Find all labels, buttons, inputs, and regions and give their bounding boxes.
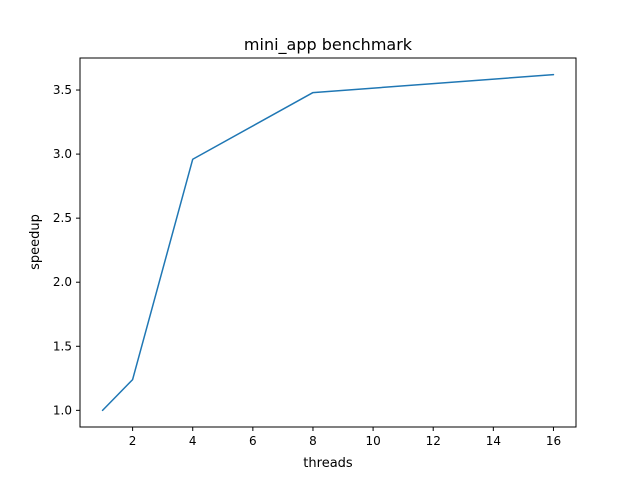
x-tick-label-6: 14 [486,434,501,448]
x-tick-label-4: 10 [365,434,380,448]
y-tick-label-1: 1.5 [53,339,72,353]
x-tick-label-2: 6 [249,434,257,448]
y-tick-label-2: 2.0 [53,275,72,289]
y-axis: 1.0 1.5 2.0 2.5 3.0 3.5 [53,83,80,417]
x-tick-label-5: 12 [426,434,441,448]
x-tick-label-7: 16 [546,434,561,448]
y-tick-label-4: 3.0 [53,147,72,161]
series-line-0 [101,73,555,412]
y-tick-label-5: 3.5 [53,83,72,97]
x-tick-label-3: 8 [309,434,317,448]
x-axis-label: threads [303,456,353,471]
chart-title: mini_app benchmark [244,35,413,55]
x-tick-label-0: 2 [129,434,137,448]
plot-area [101,73,555,412]
y-axis-label: speedup [28,214,43,270]
plot-frame [79,57,577,428]
y-tick-label-0: 1.0 [53,403,72,417]
x-tick-label-1: 4 [189,434,197,448]
x-axis: 2 4 6 8 10 12 14 16 [129,427,561,448]
y-tick-label-3: 2.5 [53,211,72,225]
